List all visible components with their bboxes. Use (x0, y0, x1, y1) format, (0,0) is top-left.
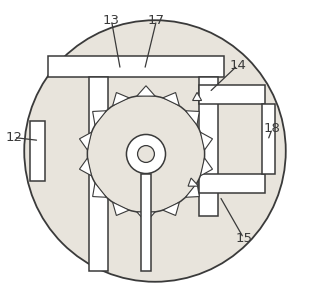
Text: 13: 13 (103, 14, 120, 27)
Polygon shape (137, 212, 155, 222)
Text: 14: 14 (229, 59, 246, 72)
Bar (30, 121, 45, 181)
Polygon shape (137, 86, 155, 96)
Bar (48, 56, 224, 77)
Polygon shape (113, 92, 129, 106)
Circle shape (24, 20, 286, 282)
Polygon shape (79, 132, 91, 150)
Bar (89, 77, 108, 271)
Polygon shape (188, 178, 199, 186)
Polygon shape (163, 92, 179, 106)
Bar (199, 77, 218, 216)
Text: 17: 17 (148, 14, 165, 27)
Circle shape (126, 134, 166, 174)
Circle shape (138, 146, 154, 162)
Bar (141, 174, 151, 271)
Text: 12: 12 (5, 131, 22, 144)
Polygon shape (185, 183, 199, 197)
Polygon shape (200, 158, 213, 176)
Polygon shape (93, 183, 106, 197)
Circle shape (87, 95, 205, 213)
Polygon shape (185, 111, 199, 125)
Bar (199, 174, 265, 193)
Polygon shape (93, 111, 106, 125)
Polygon shape (163, 202, 179, 216)
Text: 18: 18 (264, 122, 281, 135)
Polygon shape (193, 92, 202, 101)
Bar (199, 85, 265, 104)
Text: 15: 15 (235, 232, 252, 245)
Polygon shape (79, 158, 91, 176)
Polygon shape (113, 202, 129, 216)
Bar (262, 104, 275, 174)
Polygon shape (200, 132, 213, 150)
